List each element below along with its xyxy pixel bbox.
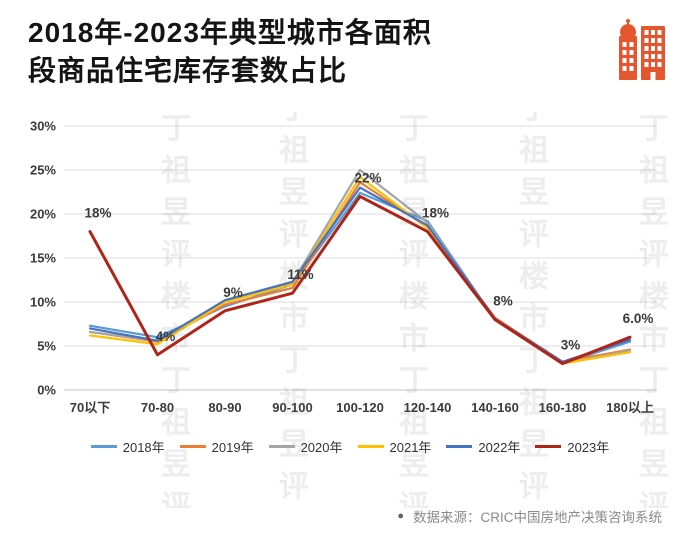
x-tick-label: 120-140 [404,400,452,415]
data-source: ● 数据来源：CRIC中国房地产决策咨询系统 [397,506,662,526]
data-label: 22% [354,170,381,185]
legend-item-2019年: 2019年 [179,437,254,456]
title-line-1: 2018年-2023年典型城市各面积 [28,17,432,48]
header: 2018年-2023年典型城市各面积 段商品住宅库存套数占比 [28,14,580,89]
y-tick-label: 5% [37,339,56,354]
buildings-icon [614,18,670,82]
legend-swatch [179,445,206,448]
y-tick-label: 10% [30,295,56,310]
gridlines: 0% 5% 10% 15% 20% 25% 30% [30,119,657,398]
x-tick-label: 140-160 [471,400,519,415]
chart-legend: 2018年 2019年 2020年 2021年 2022年 2023年 [0,437,700,456]
page-title: 2018年-2023年典型城市各面积 段商品住宅库存套数占比 [28,14,580,89]
data-label: 18% [422,206,449,221]
data-label: 8% [493,294,513,309]
legend-swatch [357,445,384,448]
legend-label: 2021年 [389,440,432,455]
legend-swatch [446,445,473,448]
x-tick-label: 90-100 [272,400,312,415]
x-tick-label: 180以上 [606,400,654,415]
x-tick-label: 100-120 [336,400,384,415]
x-tick-label: 80-90 [208,400,241,415]
legend-swatch [90,445,117,448]
y-tick-label: 20% [30,207,56,222]
x-tick-label: 70-80 [141,400,174,415]
data-label: 11% [287,267,313,282]
legend-item-2022年: 2022年 [446,437,520,456]
legend-label: 2020年 [300,440,343,455]
legend-swatch [268,445,295,448]
y-tick-label: 30% [30,119,56,134]
legend-item-2021年: 2021年 [357,437,432,456]
y-tick-label: 25% [30,163,56,178]
data-label: 3% [561,338,581,353]
source-text: 数据来源：CRIC中国房地产决策咨询系统 [413,510,662,525]
data-label: 18% [84,206,111,221]
title-line-2: 段商品住宅库存套数占比 [28,54,348,86]
series-line-2023年 [88,194,632,366]
source-bullet-icon: ● [397,510,404,522]
data-label: 9% [223,285,243,300]
line-chart: 0% 5% 10% 15% 20% 25% 30% 70以下 70-80 80-90 90-100 1… [0,108,700,434]
legend-item-2018年: 2018年 [90,437,165,456]
x-tick-label: 160-180 [539,400,587,415]
legend-label: 2019年 [211,440,254,455]
y-tick-label: 0% [37,383,56,398]
legend-swatch [535,445,562,448]
x-tick-label: 70以下 [70,400,110,415]
data-label: 6.0% [623,311,654,326]
legend-item-2023年: 2023年 [535,437,609,456]
legend-item-2020年: 2020年 [268,437,343,456]
y-tick-label: 15% [30,251,56,266]
legend-label: 2022年 [478,440,521,455]
legend-label: 2018年 [122,440,165,455]
data-label: 4% [156,329,176,344]
legend-label: 2023年 [567,440,610,455]
